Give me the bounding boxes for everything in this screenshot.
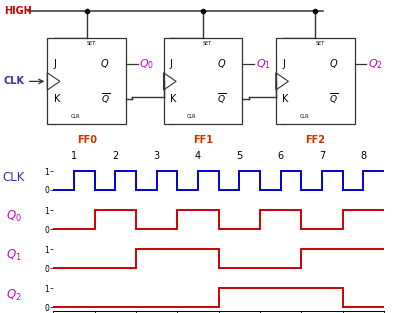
Text: 1: 1: [71, 151, 77, 162]
Text: Q: Q: [101, 59, 108, 69]
Bar: [164, 38, 242, 125]
Text: SET: SET: [87, 41, 96, 46]
Y-axis label: CLK: CLK: [2, 171, 25, 184]
Text: $\overline{Q}$: $\overline{Q}$: [329, 91, 338, 106]
Text: FF0: FF0: [77, 135, 97, 145]
Y-axis label: $Q_1$: $Q_1$: [6, 248, 21, 264]
Text: SET: SET: [203, 41, 212, 46]
Text: FF2: FF2: [305, 135, 325, 145]
Text: K: K: [282, 94, 288, 104]
Text: 3: 3: [154, 151, 160, 162]
Text: $Q_0$: $Q_0$: [139, 57, 154, 71]
Text: $Q_1$: $Q_1$: [256, 57, 271, 71]
Text: $\overline{Q}$: $\overline{Q}$: [101, 91, 110, 106]
Text: 6: 6: [278, 151, 284, 162]
Bar: [276, 38, 355, 125]
Y-axis label: $Q_2$: $Q_2$: [6, 287, 21, 303]
Text: CLR: CLR: [187, 114, 197, 119]
Text: 5: 5: [236, 151, 242, 162]
Text: FF1: FF1: [193, 135, 213, 145]
Text: SET: SET: [315, 41, 324, 46]
Text: CLR: CLR: [71, 114, 80, 119]
Text: K: K: [170, 94, 176, 104]
Text: 2: 2: [112, 151, 118, 162]
Text: HIGH: HIGH: [4, 6, 32, 16]
Y-axis label: $Q_0$: $Q_0$: [6, 209, 22, 224]
Text: 4: 4: [195, 151, 201, 162]
Text: $\overline{Q}$: $\overline{Q}$: [217, 91, 226, 106]
Text: J: J: [170, 59, 173, 69]
Text: 8: 8: [361, 151, 366, 162]
Text: J: J: [282, 59, 285, 69]
Text: CLK: CLK: [4, 76, 25, 86]
Text: K: K: [54, 94, 60, 104]
Text: Q: Q: [217, 59, 225, 69]
Text: $Q_2$: $Q_2$: [368, 57, 383, 71]
Text: Q: Q: [329, 59, 337, 69]
Bar: [47, 38, 126, 125]
Text: CLR: CLR: [299, 114, 309, 119]
Text: J: J: [54, 59, 56, 69]
Text: 7: 7: [319, 151, 325, 162]
